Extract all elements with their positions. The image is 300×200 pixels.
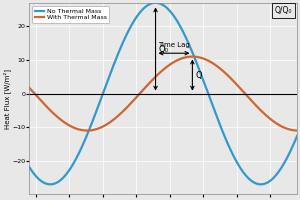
Text: Q₀: Q₀ [158, 45, 168, 54]
No Thermal Mass [11, 131, 14, 134]
Line: With Thermal Mass: With Thermal Mass [13, 57, 300, 131]
With Thermal Mass [85, 129, 89, 132]
Text: Q/Q₀: Q/Q₀ [275, 6, 292, 15]
Y-axis label: Heat Flux [W/m²]: Heat Flux [W/m²] [3, 69, 10, 129]
No Thermal Mass [158, 2, 161, 5]
No Thermal Mass [26, 164, 30, 166]
With Thermal Mass [11, 70, 14, 72]
With Thermal Mass [190, 55, 194, 58]
Legend: No Thermal Mass, With Thermal Mass: No Thermal Mass, With Thermal Mass [32, 6, 109, 23]
Line: No Thermal Mass: No Thermal Mass [13, 3, 300, 184]
With Thermal Mass [248, 98, 252, 100]
With Thermal Mass [158, 72, 161, 74]
No Thermal Mass [149, 2, 153, 5]
With Thermal Mass [26, 85, 30, 87]
No Thermal Mass [154, 2, 158, 4]
Text: Q: Q [196, 71, 202, 80]
Text: Time Lag: Time Lag [158, 42, 190, 48]
No Thermal Mass [49, 183, 52, 186]
With Thermal Mass [149, 80, 153, 82]
No Thermal Mass [248, 179, 252, 181]
